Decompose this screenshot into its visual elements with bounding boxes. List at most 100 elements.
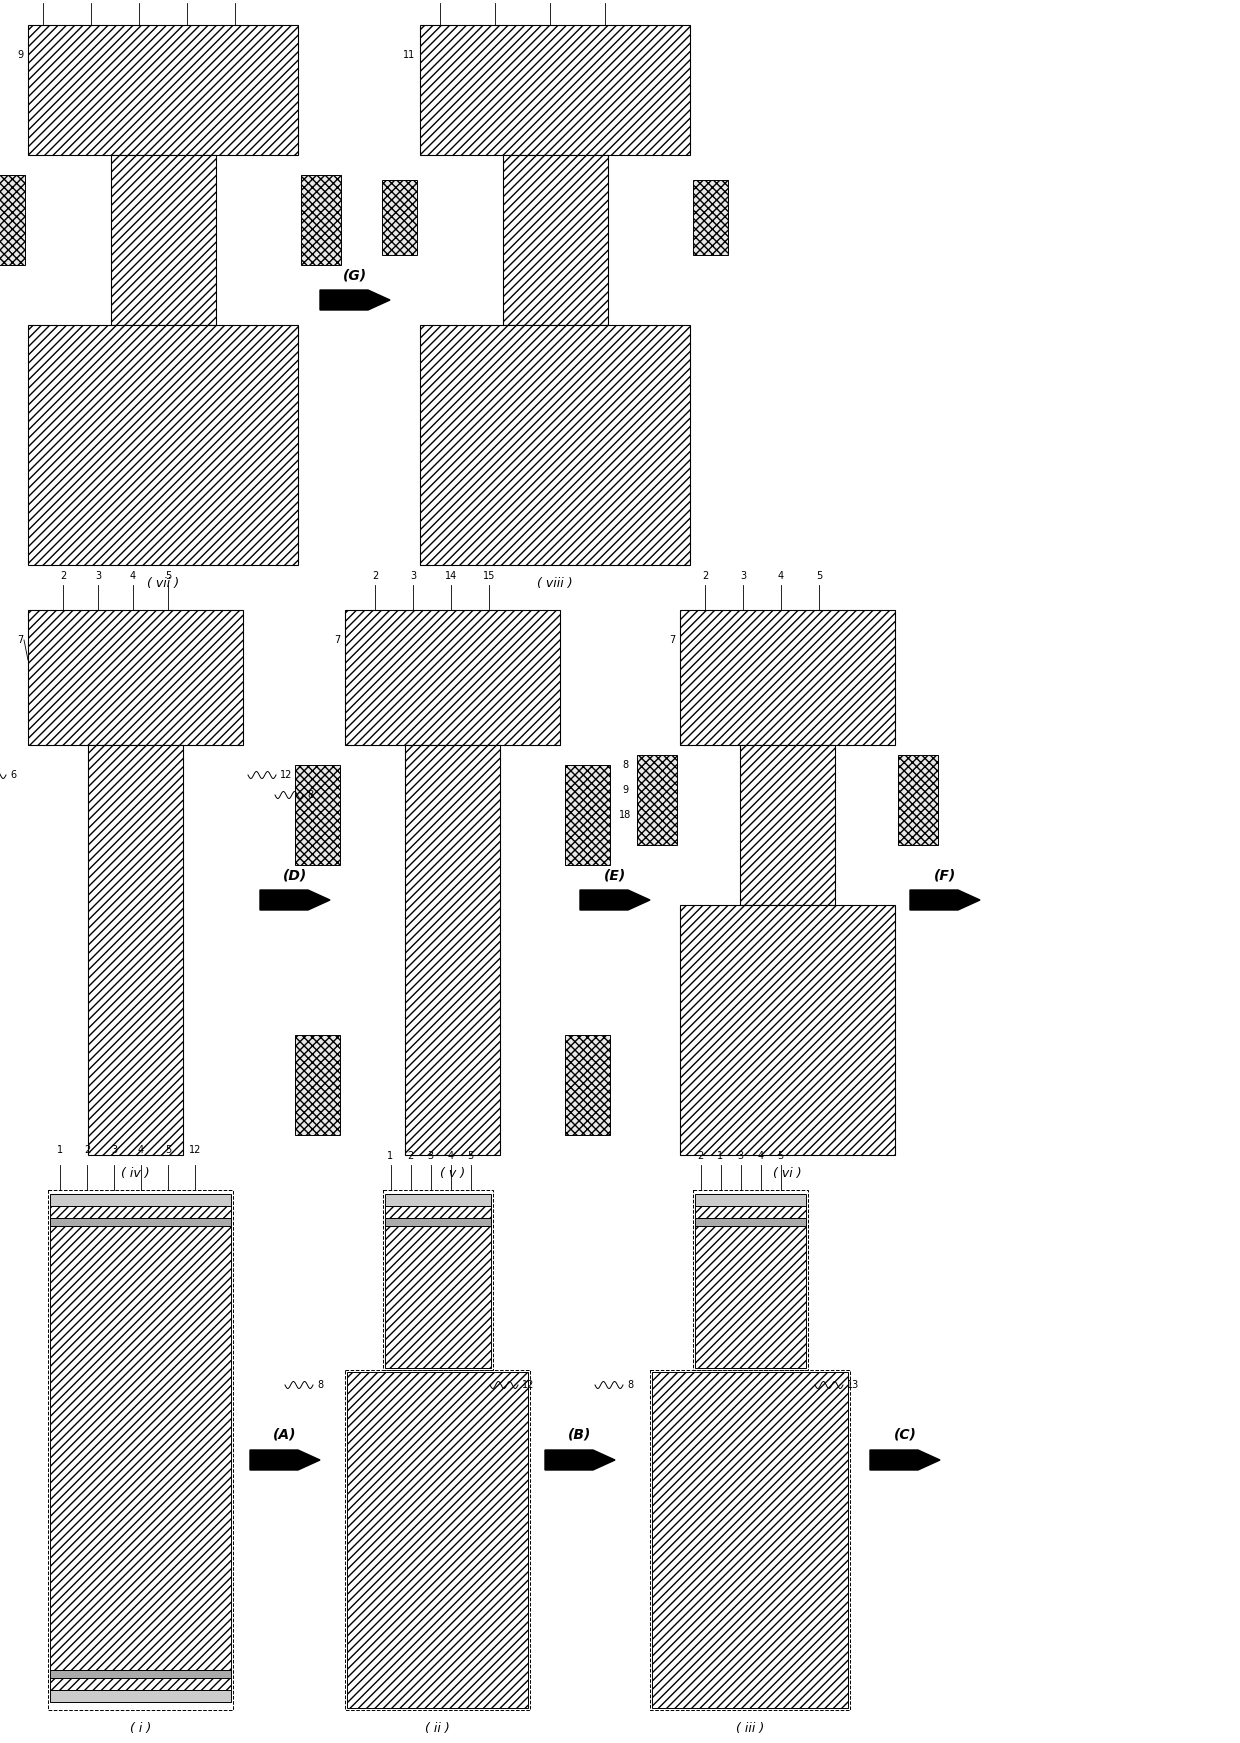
- FancyArrow shape: [546, 1450, 615, 1469]
- Bar: [652, 1372, 848, 1708]
- Text: 2: 2: [408, 1150, 414, 1161]
- Bar: [384, 1194, 491, 1206]
- Text: 5: 5: [777, 1150, 784, 1161]
- Text: 2: 2: [702, 572, 708, 580]
- Bar: [898, 755, 937, 845]
- Text: 3: 3: [410, 572, 417, 580]
- FancyArrow shape: [250, 1450, 320, 1469]
- Bar: [295, 765, 340, 865]
- Text: 2: 2: [697, 1150, 703, 1161]
- Text: 1: 1: [718, 1150, 724, 1161]
- Text: 18: 18: [619, 810, 631, 819]
- Bar: [382, 180, 417, 254]
- Text: 7: 7: [668, 634, 675, 645]
- Text: ( vii ): ( vii ): [146, 577, 179, 589]
- Bar: [420, 324, 689, 565]
- FancyArrow shape: [870, 1450, 940, 1469]
- Bar: [384, 1206, 491, 1218]
- Text: 3: 3: [95, 572, 102, 580]
- Text: 4: 4: [448, 1150, 454, 1161]
- Text: ( iii ): ( iii ): [735, 1722, 764, 1734]
- Text: ( iv ): ( iv ): [122, 1168, 150, 1180]
- Text: 8: 8: [317, 1380, 324, 1389]
- Text: ( viii ): ( viii ): [537, 577, 573, 589]
- Text: 12: 12: [188, 1145, 201, 1156]
- Bar: [50, 1691, 231, 1701]
- Text: 12: 12: [522, 1380, 534, 1389]
- Bar: [88, 744, 184, 1156]
- Bar: [301, 174, 341, 265]
- Bar: [405, 744, 500, 1156]
- Text: 7: 7: [17, 634, 24, 645]
- Text: 5: 5: [816, 572, 822, 580]
- Bar: [110, 155, 216, 324]
- Bar: [694, 1218, 806, 1225]
- Text: 6: 6: [10, 770, 16, 781]
- Bar: [680, 610, 895, 744]
- Text: ( i ): ( i ): [130, 1722, 151, 1734]
- Bar: [345, 610, 560, 744]
- Text: 11: 11: [403, 51, 415, 59]
- Bar: [502, 155, 608, 324]
- Text: 5: 5: [165, 572, 171, 580]
- Text: 9: 9: [622, 784, 629, 795]
- Text: 1: 1: [57, 1145, 63, 1156]
- Bar: [345, 1370, 529, 1710]
- FancyArrow shape: [320, 289, 391, 310]
- Bar: [347, 1372, 528, 1708]
- FancyArrow shape: [910, 891, 980, 910]
- Text: 9: 9: [17, 51, 24, 59]
- Text: 2: 2: [60, 572, 66, 580]
- Bar: [420, 24, 689, 155]
- Text: (D): (D): [283, 868, 308, 882]
- Text: 8: 8: [627, 1380, 634, 1389]
- Text: (G): (G): [343, 268, 367, 282]
- Text: 1: 1: [387, 1150, 393, 1161]
- Text: (F): (F): [934, 868, 956, 882]
- Bar: [565, 1035, 610, 1135]
- Bar: [50, 1679, 231, 1691]
- Text: 8: 8: [622, 760, 629, 770]
- Text: 4: 4: [758, 1150, 764, 1161]
- Text: 13: 13: [847, 1380, 859, 1389]
- Text: ( v ): ( v ): [440, 1168, 465, 1180]
- Text: 3: 3: [740, 572, 746, 580]
- Bar: [29, 610, 243, 744]
- Bar: [384, 1225, 491, 1368]
- Text: (A): (A): [273, 1428, 296, 1441]
- Text: 7: 7: [334, 634, 340, 645]
- Bar: [50, 1218, 231, 1225]
- FancyArrow shape: [580, 891, 650, 910]
- Text: 4: 4: [777, 572, 784, 580]
- Bar: [692, 1190, 807, 1370]
- Bar: [50, 1670, 231, 1679]
- Bar: [50, 1225, 231, 1670]
- Bar: [0, 174, 25, 265]
- Bar: [29, 324, 298, 565]
- FancyArrow shape: [260, 891, 330, 910]
- Text: 4: 4: [138, 1145, 144, 1156]
- Bar: [48, 1190, 233, 1710]
- Bar: [680, 905, 895, 1156]
- Bar: [693, 180, 728, 254]
- Bar: [740, 744, 835, 905]
- Text: 4: 4: [130, 572, 136, 580]
- Bar: [565, 765, 610, 865]
- Text: 5: 5: [165, 1145, 171, 1156]
- Text: (B): (B): [568, 1428, 591, 1441]
- Bar: [650, 1370, 849, 1710]
- Text: 3: 3: [110, 1145, 117, 1156]
- Text: 2: 2: [372, 572, 378, 580]
- Text: ( vi ): ( vi ): [774, 1168, 802, 1180]
- Bar: [637, 755, 677, 845]
- Bar: [694, 1206, 806, 1218]
- Bar: [29, 24, 298, 155]
- Text: 15: 15: [482, 572, 495, 580]
- Bar: [694, 1194, 806, 1206]
- Bar: [384, 1218, 491, 1225]
- Text: ( ii ): ( ii ): [425, 1722, 450, 1734]
- Bar: [50, 1206, 231, 1218]
- Bar: [382, 1190, 492, 1370]
- Text: (C): (C): [894, 1428, 916, 1441]
- Text: 2: 2: [84, 1145, 91, 1156]
